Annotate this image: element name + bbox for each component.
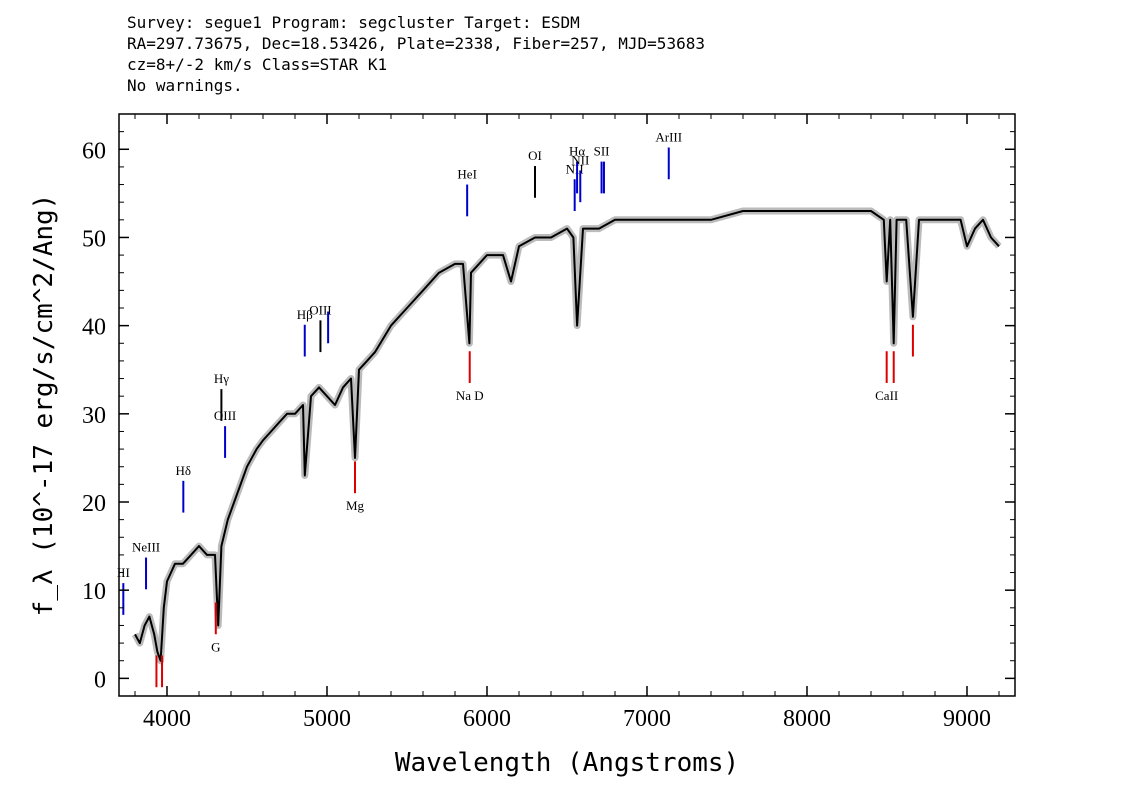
spectrum-header: Survey: segue1 Program: segcluster Targe…	[127, 12, 705, 96]
spectral-lines-layer: NeIIIIIIHδHγOIIIHβOIIIHeIOINIIHαNIISIIAr…	[117, 130, 914, 688]
spectral-line-label: NII	[566, 161, 584, 176]
spectral-line-label: CaII	[875, 388, 898, 403]
spectral-line-label: G	[211, 639, 220, 654]
spectral-line-label: Mg	[346, 498, 365, 513]
y-axis-title: f_λ (10^-17 erg/s/cm^2/Ang)	[29, 194, 59, 617]
spectral-line-label: ArIII	[655, 130, 682, 145]
error-band	[131, 207, 1002, 665]
spectral-line-label: OIII	[214, 408, 236, 423]
x-tick-label: 4000	[143, 706, 191, 732]
spectral-line-label: Na D	[456, 388, 484, 403]
spectral-line-label: OI	[528, 148, 542, 163]
header-coordinates-line: RA=297.73675, Dec=18.53426, Plate=2338, …	[127, 34, 705, 53]
x-tick-label: 6000	[463, 706, 511, 732]
y-tick-label: 10	[82, 579, 106, 605]
spectrum-line	[134, 210, 1000, 662]
header-redshift-line: cz=8+/-2 km/s Class=STAR K1	[127, 55, 388, 74]
error-band-layer	[131, 207, 1002, 665]
y-tick-label: 30	[82, 403, 106, 429]
plot-frame	[118, 113, 1016, 697]
axis-ticks: 4000 5000 6000 7000 8000 9000 0 10 20 30 40 50 60	[82, 114, 1015, 732]
y-tick-label: 0	[94, 667, 106, 693]
y-tick-label: 60	[82, 138, 106, 164]
spectral-line-label: Hδ	[176, 463, 192, 478]
spectral-line-label: SII	[594, 144, 610, 159]
spectral-line-label: HeI	[457, 167, 477, 182]
y-tick-label: 50	[82, 226, 106, 252]
spectral-line-label: NeIII	[132, 540, 160, 555]
header-survey-line: Survey: segue1 Program: segcluster Targe…	[127, 13, 580, 32]
spectral-line-label: Hβ	[297, 307, 313, 322]
spectral-line-label: Hγ	[214, 371, 229, 386]
x-tick-label: 8000	[783, 706, 831, 732]
x-tick-label: 7000	[623, 706, 671, 732]
header-warnings-line: No warnings.	[127, 76, 243, 95]
x-tick-label: 9000	[943, 706, 991, 732]
y-tick-label: 20	[82, 491, 106, 517]
x-axis-title: Wavelength (Angstroms)	[395, 748, 739, 778]
spectral-line-label: OIII	[309, 302, 331, 317]
spectral-line-label: Hα	[569, 144, 585, 159]
spectrum-layer	[134, 210, 1000, 662]
spectral-line-label: NII	[571, 152, 589, 167]
x-tick-label: 5000	[303, 706, 351, 732]
y-tick-label: 40	[82, 315, 106, 341]
